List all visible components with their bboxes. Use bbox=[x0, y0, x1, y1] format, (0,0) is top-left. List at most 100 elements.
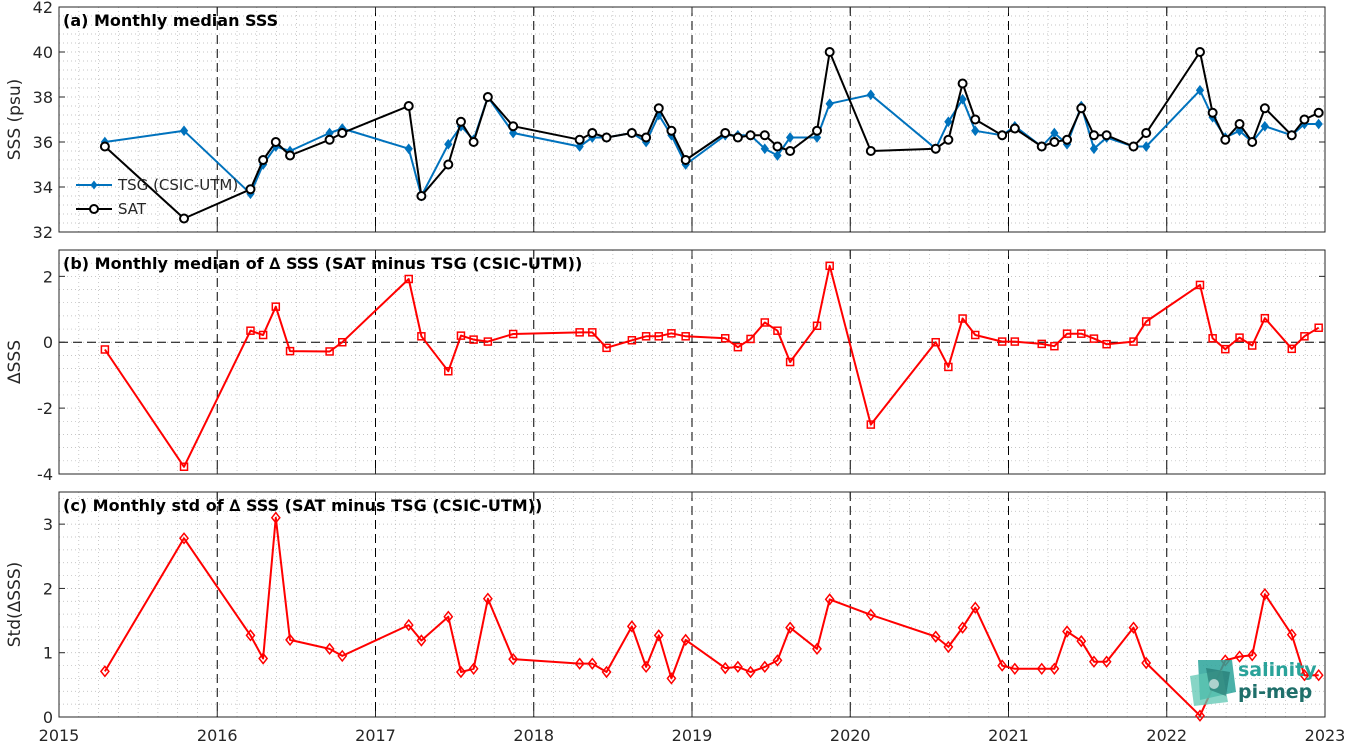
data-point bbox=[626, 128, 637, 138]
data-point bbox=[1010, 337, 1020, 346]
data-point bbox=[417, 332, 426, 341]
data-point bbox=[258, 330, 268, 340]
data-point bbox=[1037, 339, 1046, 349]
data-point bbox=[1299, 669, 1310, 682]
data-point bbox=[970, 114, 981, 125]
data-point bbox=[245, 629, 256, 642]
panel-title: (c) Monthly std of ∆ SSS (SAT minus TSG … bbox=[63, 496, 542, 515]
data-point bbox=[641, 332, 651, 341]
x-tick-label: 2015 bbox=[39, 726, 80, 745]
data-point bbox=[785, 132, 795, 143]
x-tick-label: 2016 bbox=[197, 726, 238, 745]
data-point bbox=[1062, 134, 1073, 145]
y-tick-label: 34 bbox=[33, 178, 53, 197]
data-point bbox=[1128, 621, 1139, 634]
data-point bbox=[812, 321, 822, 331]
data-point bbox=[943, 134, 954, 145]
data-point bbox=[1286, 628, 1297, 641]
data-point bbox=[733, 342, 743, 352]
y-axis-label: SSS (psu) bbox=[5, 79, 25, 160]
data-point bbox=[641, 132, 652, 143]
data-point bbox=[324, 134, 335, 145]
x-tick-label: 2019 bbox=[672, 726, 713, 745]
data-point bbox=[575, 328, 584, 337]
data-point bbox=[1195, 84, 1205, 96]
data-point bbox=[1234, 119, 1245, 129]
y-tick-label: 2 bbox=[43, 267, 53, 286]
data-point bbox=[653, 629, 664, 642]
y-tick-label: 32 bbox=[33, 223, 53, 242]
logo-text-line1: salinity bbox=[1238, 659, 1317, 681]
data-point bbox=[285, 633, 296, 647]
y-tick-label: -2 bbox=[37, 399, 53, 418]
y-axis-label: ΔSSS bbox=[5, 340, 25, 384]
data-point bbox=[416, 191, 427, 201]
data-point bbox=[865, 608, 876, 621]
data-point bbox=[508, 329, 518, 339]
data-point bbox=[824, 593, 835, 606]
data-point bbox=[602, 343, 611, 353]
data-point bbox=[785, 146, 796, 156]
data-point bbox=[773, 326, 782, 335]
data-point bbox=[957, 78, 968, 89]
data-point bbox=[1062, 625, 1073, 638]
data-point bbox=[1313, 107, 1324, 118]
data-point bbox=[720, 334, 730, 343]
data-point bbox=[680, 155, 691, 165]
data-point bbox=[1050, 341, 1059, 351]
data-point bbox=[1234, 650, 1245, 663]
data-point bbox=[824, 47, 835, 57]
data-point bbox=[745, 130, 756, 141]
data-point bbox=[469, 335, 478, 344]
data-point bbox=[285, 346, 295, 356]
data-point bbox=[99, 141, 110, 152]
data-point bbox=[1259, 588, 1270, 601]
data-point bbox=[1062, 329, 1072, 338]
data-point bbox=[1088, 655, 1099, 668]
y-tick-label: 42 bbox=[33, 0, 53, 17]
data-point bbox=[958, 314, 967, 323]
data-point bbox=[100, 345, 110, 354]
x-tick-label: 2023 bbox=[1305, 726, 1346, 745]
data-point bbox=[759, 130, 770, 141]
data-point bbox=[1009, 662, 1020, 675]
data-point bbox=[785, 357, 795, 367]
data-point bbox=[1102, 339, 1111, 349]
data-point bbox=[1260, 120, 1269, 132]
data-point bbox=[865, 146, 876, 156]
data-point bbox=[1141, 128, 1152, 138]
data-point bbox=[482, 592, 493, 605]
x-tick-label: 2017 bbox=[355, 726, 396, 745]
data-point bbox=[179, 125, 189, 137]
data-point bbox=[455, 665, 466, 679]
data-point bbox=[1208, 334, 1217, 343]
data-point bbox=[337, 128, 348, 138]
data-point bbox=[667, 329, 676, 338]
data-point bbox=[245, 184, 256, 195]
y-tick-label: 38 bbox=[33, 88, 53, 107]
data-point bbox=[1247, 649, 1258, 662]
data-point bbox=[179, 213, 190, 224]
data-point bbox=[866, 420, 876, 429]
data-point bbox=[404, 143, 413, 155]
data-point bbox=[745, 665, 756, 679]
y-tick-label: 2 bbox=[43, 579, 53, 598]
y-tick-label: 40 bbox=[33, 43, 53, 62]
data-point bbox=[1036, 141, 1047, 152]
panel-title: (b) Monthly median of ∆ SSS (SAT minus T… bbox=[63, 254, 582, 273]
data-point bbox=[930, 143, 941, 154]
data-point bbox=[1313, 669, 1324, 682]
data-point bbox=[1314, 118, 1323, 130]
data-point bbox=[1036, 662, 1047, 675]
data-point bbox=[443, 159, 454, 170]
y-tick-label: 3 bbox=[43, 515, 53, 534]
data-point bbox=[971, 330, 980, 340]
data-point bbox=[271, 302, 281, 311]
data-point bbox=[773, 150, 782, 161]
data-point bbox=[1077, 329, 1086, 338]
data-point bbox=[825, 98, 834, 110]
data-point bbox=[1220, 134, 1231, 145]
data-point bbox=[1195, 709, 1205, 722]
data-point bbox=[574, 657, 585, 670]
series-line bbox=[104, 264, 1320, 468]
